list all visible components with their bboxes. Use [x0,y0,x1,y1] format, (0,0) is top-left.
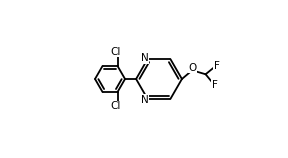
Text: N: N [141,53,149,63]
Text: Cl: Cl [111,47,121,57]
Text: F: F [214,61,220,71]
Text: O: O [188,63,196,73]
Text: Cl: Cl [111,101,121,111]
Text: F: F [212,80,217,90]
Text: N: N [141,95,149,105]
